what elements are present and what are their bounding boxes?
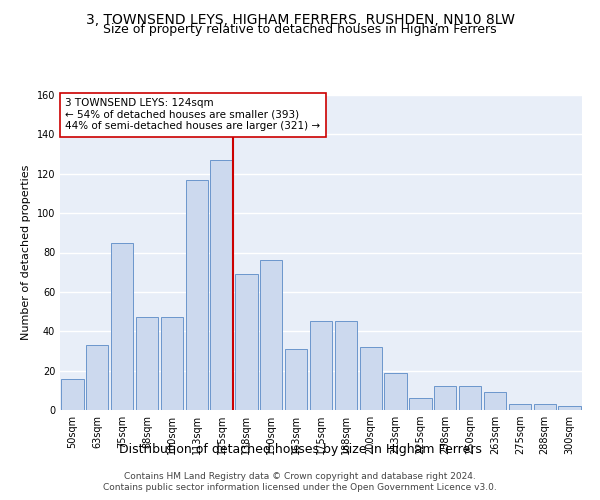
Bar	[185, 180, 208, 410]
Bar	[359, 347, 382, 410]
Bar	[559, 406, 581, 410]
Bar	[335, 322, 357, 410]
Bar	[86, 345, 109, 410]
Bar	[285, 349, 307, 410]
Bar	[409, 398, 431, 410]
Bar	[111, 242, 133, 410]
Bar	[61, 378, 83, 410]
Bar	[136, 318, 158, 410]
Bar	[211, 160, 233, 410]
Bar	[260, 260, 283, 410]
Text: Contains public sector information licensed under the Open Government Licence v3: Contains public sector information licen…	[103, 484, 497, 492]
Bar	[385, 372, 407, 410]
Text: Distribution of detached houses by size in Higham Ferrers: Distribution of detached houses by size …	[119, 442, 481, 456]
Text: Contains HM Land Registry data © Crown copyright and database right 2024.: Contains HM Land Registry data © Crown c…	[124, 472, 476, 481]
Text: 3 TOWNSEND LEYS: 124sqm
← 54% of detached houses are smaller (393)
44% of semi-d: 3 TOWNSEND LEYS: 124sqm ← 54% of detache…	[65, 98, 320, 132]
Bar	[484, 392, 506, 410]
Text: Size of property relative to detached houses in Higham Ferrers: Size of property relative to detached ho…	[103, 24, 497, 36]
Bar	[235, 274, 257, 410]
Bar	[533, 404, 556, 410]
Bar	[310, 322, 332, 410]
Bar	[509, 404, 531, 410]
Bar	[161, 318, 183, 410]
Y-axis label: Number of detached properties: Number of detached properties	[21, 165, 31, 340]
Bar	[459, 386, 481, 410]
Bar	[434, 386, 457, 410]
Text: 3, TOWNSEND LEYS, HIGHAM FERRERS, RUSHDEN, NN10 8LW: 3, TOWNSEND LEYS, HIGHAM FERRERS, RUSHDE…	[86, 12, 515, 26]
